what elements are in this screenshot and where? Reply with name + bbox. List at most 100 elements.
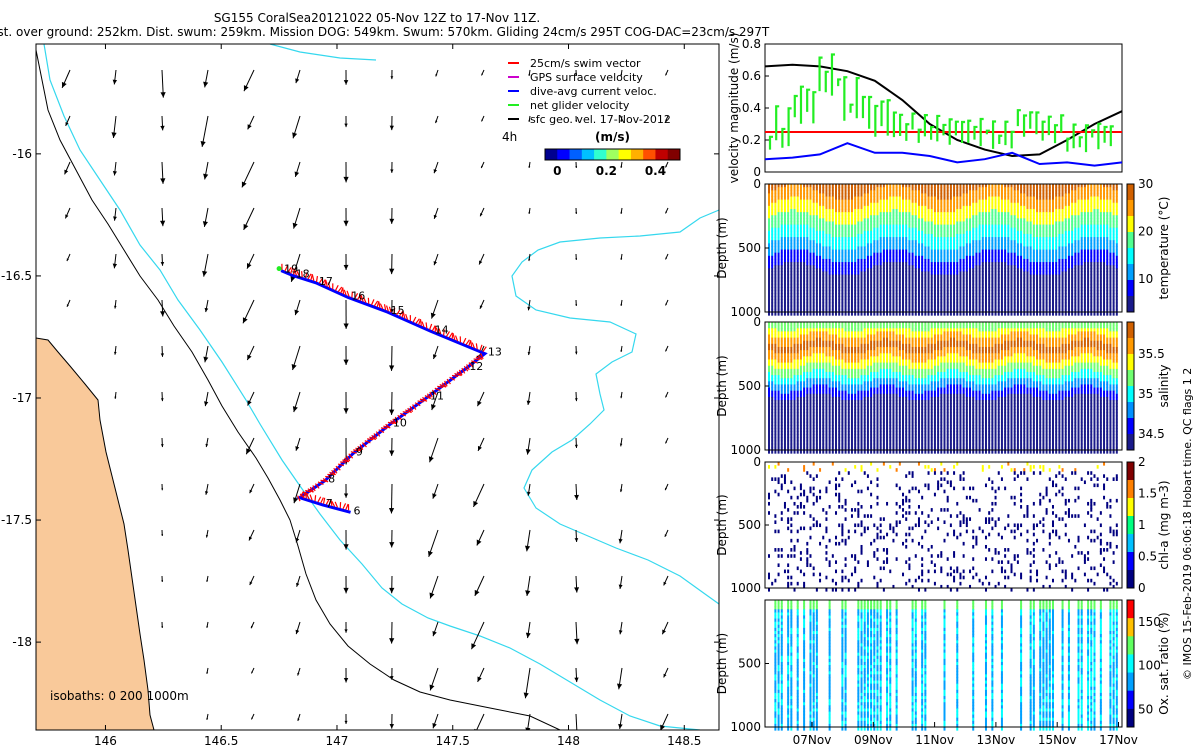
profile-sample — [850, 308, 853, 313]
profile-sample — [774, 271, 777, 276]
profile-sample — [860, 233, 863, 238]
profile-sample — [793, 246, 796, 251]
profile-sample — [1020, 205, 1023, 210]
swim-vector — [475, 343, 478, 350]
profile-sample — [978, 208, 981, 213]
profile-sample — [850, 230, 853, 235]
profile-sample — [857, 287, 860, 291]
profile-sample — [1026, 190, 1029, 194]
profile-sample — [815, 184, 818, 188]
profile-sample — [898, 215, 901, 219]
profile-sample — [1061, 240, 1064, 244]
profile-sample — [873, 215, 876, 219]
profile-sample — [796, 277, 799, 282]
profile-sample — [841, 280, 844, 285]
profile-sample — [911, 237, 914, 241]
profile-sample — [799, 252, 802, 257]
profile-sample — [962, 199, 965, 204]
profile-sample — [1048, 233, 1051, 238]
profile-sample — [1051, 252, 1054, 257]
profile-sample — [969, 240, 972, 244]
profile-sample — [1039, 252, 1042, 257]
profile-sample — [917, 252, 920, 257]
profile-sample — [799, 299, 802, 304]
profile-sample — [1064, 255, 1067, 260]
profile-sample — [889, 293, 892, 297]
profile-sample — [1055, 202, 1058, 207]
profile-sample — [774, 218, 777, 222]
profile-sample — [930, 215, 933, 219]
profile-sample — [1058, 218, 1061, 222]
profile-sample — [774, 212, 777, 216]
profile-sample — [959, 193, 962, 198]
profile-sample — [962, 218, 965, 222]
profile-sample — [857, 187, 860, 191]
profile-sample — [780, 262, 783, 266]
profile-sample — [1004, 293, 1007, 297]
profile-sample — [930, 255, 933, 260]
profile-sample — [783, 193, 786, 198]
profile-sample — [863, 274, 866, 279]
profile-sample — [975, 296, 978, 301]
profile-sample — [850, 224, 853, 229]
profile-sample — [831, 299, 834, 304]
profile-sample — [793, 227, 796, 232]
profile-sample — [902, 287, 905, 291]
profile-sample — [924, 230, 927, 235]
profile-sample — [1026, 218, 1029, 222]
profile-sample — [1013, 312, 1016, 316]
profile-sample — [930, 212, 933, 216]
profile-sample — [1045, 199, 1048, 204]
profile-sample — [822, 302, 825, 307]
profile-sample — [768, 205, 770, 210]
profile-sample — [796, 196, 799, 201]
profile-sample — [997, 293, 1000, 297]
profile-sample — [927, 218, 930, 222]
profile-sample — [774, 268, 777, 272]
profile-sample — [1080, 268, 1083, 272]
profile-sample — [991, 296, 994, 301]
profile-sample — [838, 208, 841, 213]
profile-sample — [1010, 312, 1013, 316]
profile-sample — [994, 240, 997, 244]
profile-sample — [978, 274, 981, 279]
profile-sample — [1000, 243, 1003, 247]
profile-sample — [981, 290, 984, 294]
profile-sample — [774, 262, 777, 266]
profile-sample — [988, 262, 991, 266]
profile-sample — [780, 290, 783, 294]
profile-sample — [1071, 274, 1074, 279]
current-vector-head — [471, 643, 477, 650]
profile-sample — [892, 312, 895, 316]
profile-sample — [1090, 215, 1093, 219]
profile-sample — [838, 224, 841, 229]
profile-sample — [796, 187, 799, 191]
profile-sample — [1080, 208, 1083, 213]
profile-sample — [787, 233, 790, 238]
profile-sample — [1004, 296, 1007, 301]
swim-vector — [407, 407, 412, 414]
profile-sample — [930, 246, 933, 251]
profile-sample — [1023, 249, 1026, 254]
profile-sample — [873, 230, 876, 235]
profile-sample — [870, 252, 873, 257]
swim-vector — [376, 301, 380, 308]
profile-sample — [787, 243, 790, 247]
swim-vector — [306, 493, 310, 500]
profile-sample — [860, 230, 863, 235]
profile-sample — [768, 199, 770, 204]
profile-sample — [898, 283, 901, 288]
profile-sample — [768, 230, 770, 235]
profile-sample — [787, 224, 790, 229]
profile-sample — [870, 312, 873, 316]
profile-sample — [822, 255, 825, 260]
profile-sample — [844, 287, 847, 291]
profile-sample — [841, 202, 844, 207]
profile-sample — [1007, 308, 1010, 313]
profile-sample — [895, 268, 898, 272]
profile-sample — [850, 271, 853, 276]
profile-sample — [812, 230, 815, 235]
profile-sample — [1067, 274, 1070, 279]
profile-sample — [991, 196, 994, 201]
profile-sample — [1007, 237, 1010, 241]
